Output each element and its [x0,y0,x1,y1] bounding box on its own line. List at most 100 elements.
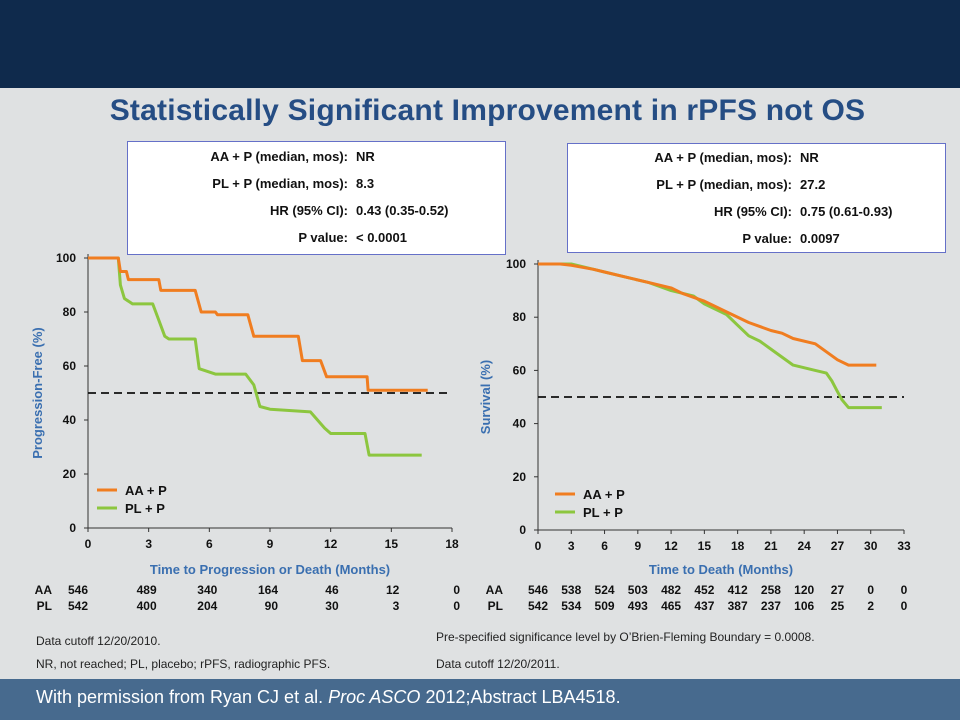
chart2-at-risk-value: 542 [528,599,548,613]
stats-value: 0.75 (0.61-0.93) [800,204,893,219]
chart1-y-tick-label: 100 [56,251,76,265]
chart2-x-tick-label: 15 [698,539,712,553]
chart2-at-risk-value: 412 [728,583,748,597]
stats-label: HR (95% CI): [713,204,792,219]
chart2-y-tick-label: 100 [506,257,526,271]
chart1-at-risk-value: 12 [386,583,400,597]
chart2-at-risk-value: 0 [901,599,908,613]
chart2-at-risk-value: 2 [867,599,874,613]
chart2-at-risk-value: 503 [628,583,648,597]
stats-row: PL + P (median, mos): 27.2 [592,171,893,198]
chart1-y-tick-label: 40 [63,413,77,427]
citation-details: 2012;Abstract LBA4518. [420,687,621,707]
chart2-y-tick-label: 40 [513,417,527,431]
chart2-at-risk-value: 534 [561,599,581,613]
chart2-at-risk-value: 387 [728,599,748,613]
chart1-at-risk-row-label: PL [37,599,52,613]
chart2-at-risk-value: 493 [628,599,648,613]
chart2-at-risk-value: 509 [595,599,615,613]
chart2-y-tick-label: 60 [513,363,527,377]
stats-label: HR (95% CI): [269,203,348,218]
chart1-at-risk-value: 400 [137,599,157,613]
chart1-x-tick-label: 18 [445,537,459,551]
chart2-at-risk-value: 0 [867,583,874,597]
chart1-at-risk-value: 546 [68,583,88,597]
stats-box-right: AA + P (median, mos): NR PL + P (median, … [567,143,946,253]
chart1-x-tick-label: 0 [85,537,92,551]
footer-citation: With permission from Ryan CJ et al. Proc… [36,687,621,708]
chart1-at-risk-value: 489 [137,583,157,597]
footer-bar: With permission from Ryan CJ et al. Proc… [0,679,960,720]
chart2-at-risk-value: 546 [528,583,548,597]
chart2-y-tick-label: 0 [519,523,526,537]
chart1-at-risk-value: 30 [325,599,339,613]
chart1-at-risk-value: 46 [325,583,339,597]
stats-value: 0.43 (0.35-0.52) [356,203,449,218]
chart2-y-tick-label: 20 [513,470,527,484]
chart2-at-risk-row-label: AA [486,583,504,597]
chart1-x-tick-label: 15 [385,537,399,551]
stats-value: NR [356,149,375,164]
note-data-cutoff-left: Data cutoff 12/20/2010. [36,634,161,648]
chart1-at-risk-value: 164 [258,583,278,597]
note-abbreviations: NR, not reached; PL, placebo; rPFS, radi… [36,657,331,671]
stats-row: PL + P (median, mos): 8.3 [148,170,449,197]
chart2-series-aa-line [538,262,877,367]
chart2-at-risk-value: 237 [761,599,781,613]
chart1-at-risk-value: 90 [265,599,279,613]
chart2-at-risk-value: 258 [761,583,781,597]
chart2-legend-label: AA + P [583,487,625,502]
chart2-y-axis-title: Survival (%) [478,360,493,434]
stats-value: 27.2 [800,177,826,192]
chart1-at-risk-value: 0 [453,583,460,597]
chart2-at-risk-value: 524 [595,583,615,597]
citation-authors: With permission from Ryan CJ et al. [36,687,329,707]
chart2-at-risk-value: 106 [794,599,814,613]
stats-label: AA + P (median, mos): [210,149,348,164]
chart2-x-tick-label: 24 [798,539,812,553]
chart1-series-aa-line [88,256,428,392]
chart2-x-tick-label: 30 [864,539,878,553]
chart2-x-tick-label: 21 [764,539,778,553]
chart1-y-tick-label: 20 [63,467,77,481]
stats-value: NR [800,150,819,165]
chart1-y-tick-label: 80 [63,305,77,319]
citation-journal: Proc ASCO [328,687,421,707]
chart1-at-risk-value: 204 [197,599,217,613]
chart1-x-tick-label: 6 [206,537,213,551]
top-banner [0,0,960,88]
chart2-at-risk-value: 465 [661,599,681,613]
stats-value: 0.0097 [800,231,840,246]
chart2-at-risk-value: 482 [661,583,681,597]
chart2-x-tick-label: 6 [601,539,608,553]
chart1-at-risk-row-label: AA [35,583,53,597]
chart1-x-tick-label: 12 [324,537,338,551]
chart2-x-tick-label: 33 [897,539,911,553]
chart2-x-tick-label: 27 [831,539,845,553]
chart2-at-risk-value: 0 [901,583,908,597]
chart1-at-risk-value: 0 [453,599,460,613]
chart1-legend-label: PL + P [125,501,165,516]
stats-row: P value: < 0.0001 [148,224,449,251]
chart2-x-tick-label: 18 [731,539,745,553]
chart2-at-risk-value: 25 [831,599,845,613]
chart2-x-tick-label: 9 [634,539,641,553]
chart1-x-axis-title: Time to Progression or Death (Months) [150,562,390,577]
chart2-legend-label: PL + P [583,505,623,520]
chart1-series-pl-line [88,256,422,457]
note-significance-level: Pre-specified significance level by O’Br… [436,630,815,644]
note-data-cutoff-right: Data cutoff 12/20/2011. [436,657,560,671]
chart1-y-axis-title: Progression-Free (%) [30,327,45,458]
chart2-at-risk-value: 437 [694,599,714,613]
stats-value: 8.3 [356,176,375,191]
chart1-at-risk-value: 340 [197,583,217,597]
chart2-x-tick-label: 3 [568,539,575,553]
chart2-at-risk-value: 27 [831,583,845,597]
stats-row: P value: 0.0097 [592,225,893,252]
stats-row: AA + P (median, mos): NR [592,144,893,171]
chart2-x-tick-label: 12 [664,539,678,553]
chart2-at-risk-value: 452 [694,583,714,597]
stats-row: HR (95% CI): 0.43 (0.35-0.52) [148,197,449,224]
chart2-at-risk-row-label: PL [488,599,503,613]
